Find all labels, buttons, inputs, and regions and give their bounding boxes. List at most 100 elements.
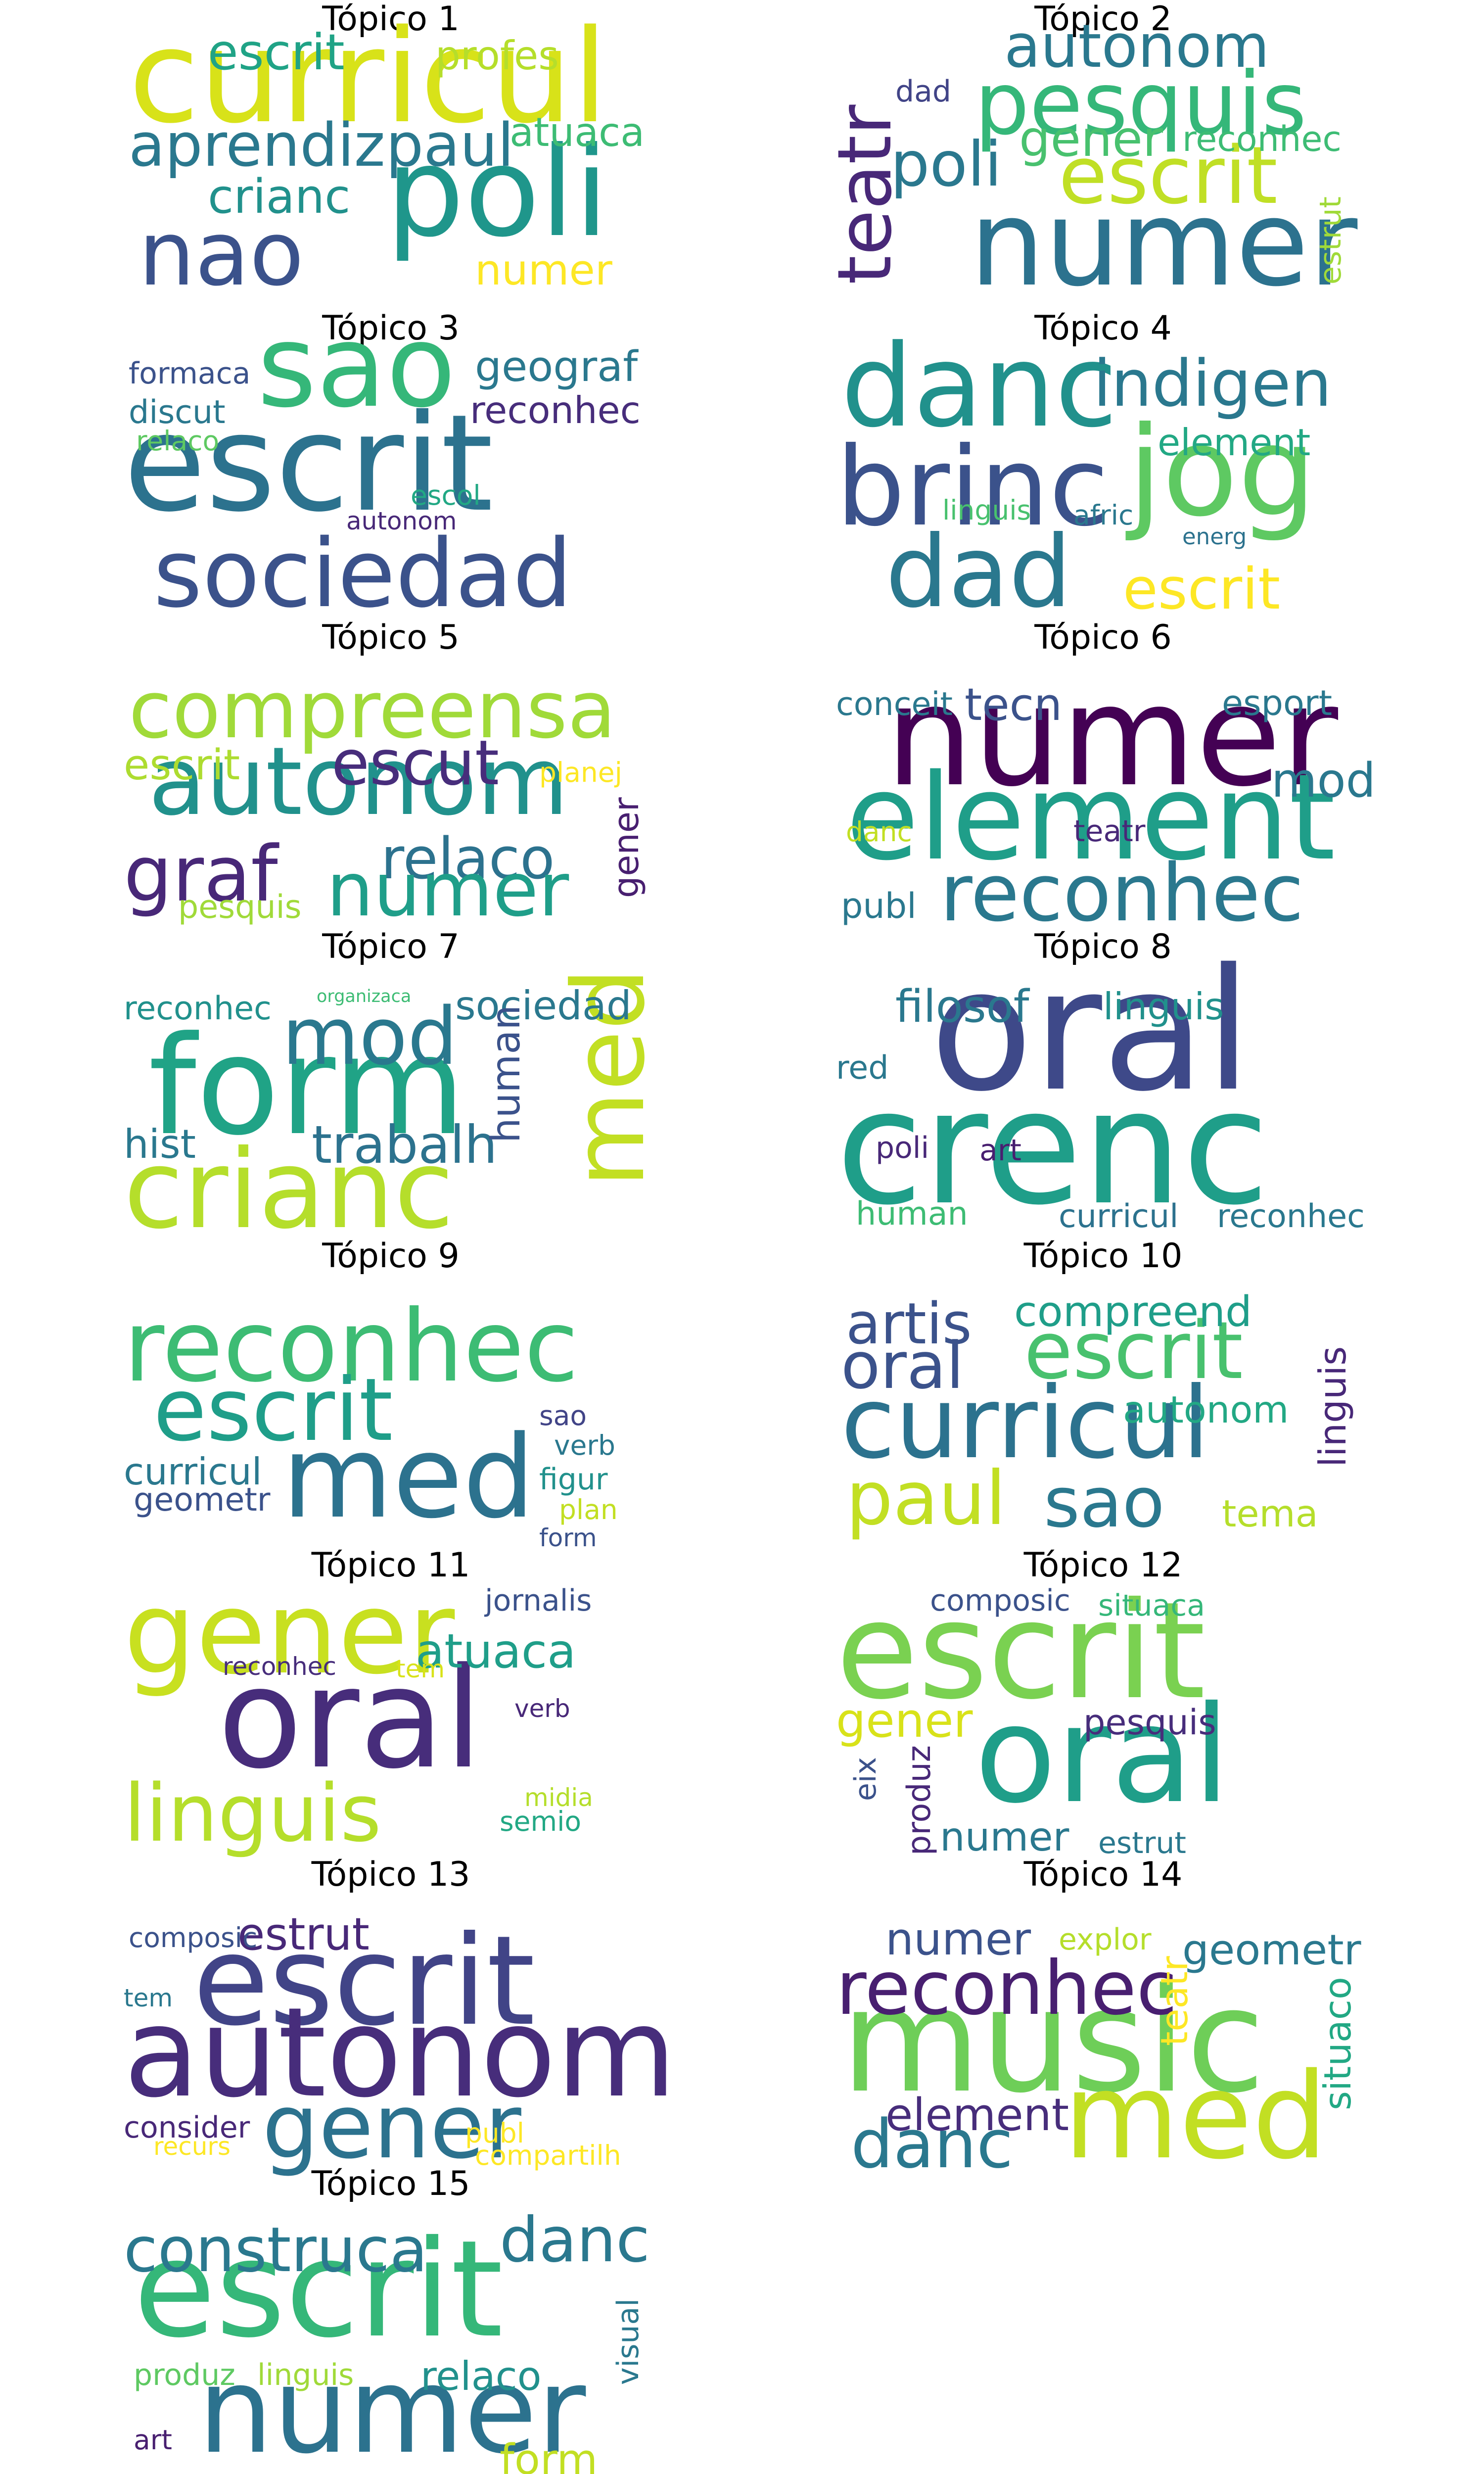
cloud-word: estrut (1313, 196, 1348, 285)
wordcloud: reconhecmedescritcurriculgeometrsaoverbf… (124, 1289, 618, 1552)
cloud-word: sociedad (455, 983, 632, 1029)
cloud-word: curricul (129, 2, 608, 152)
cloud-word: composic (930, 1583, 1070, 1618)
cloud-word: form (539, 1523, 597, 1552)
cloud-word: graf (124, 829, 279, 919)
cloud-word: autonom (148, 727, 568, 836)
cloud-word: numer (326, 847, 569, 933)
cloud-word: mod (1271, 754, 1376, 808)
cloud-word: element (1158, 421, 1310, 464)
cloud-word: planej (539, 757, 622, 788)
cloud-word: danc (846, 816, 912, 848)
cloud-word: linguis (1311, 1346, 1354, 1467)
topic-panel-15: Tópico 15 escrit numer construca danc relaco p… (124, 2167, 658, 2474)
cloud-word: atuaca (510, 109, 645, 155)
cloud-word: compreensa (129, 664, 616, 756)
cloud-word: element (885, 2089, 1069, 2141)
cloud-word: human (483, 1005, 529, 1143)
cloud-word: sao (257, 301, 456, 433)
cloud-word: reconhec (1217, 1198, 1365, 1235)
cloud-word: form (148, 1007, 465, 1165)
topic-title: Tópico 4 (1034, 309, 1172, 348)
cloud-word: jornalis (484, 1583, 592, 1618)
cloud-word: crianc (124, 1126, 454, 1253)
cloud-word: numer (198, 2341, 586, 2474)
topic-title: Tópico 2 (1034, 0, 1172, 39)
cloud-word: oral (218, 1638, 483, 1800)
cloud-word: poli (386, 120, 609, 264)
topic-panel-4: Tópico 4 danc brinc jog dad indigen element esc… (836, 309, 1370, 630)
topic-title: Tópico 9 (322, 1237, 460, 1276)
cloud-word: teatr (822, 104, 908, 285)
topic-title: Tópico 3 (322, 309, 460, 348)
cloud-word: compreend (1014, 1287, 1252, 1336)
cloud-word: curricul (124, 1450, 262, 1493)
cloud-word: estrut (1098, 1826, 1186, 1860)
cloud-word: plan (559, 1494, 618, 1525)
cloud-word: autonom (346, 507, 457, 535)
cloud-word: linguis (124, 1767, 381, 1859)
cloud-word: escrit (836, 1573, 1206, 1729)
cloud-word: tema (1222, 1492, 1318, 1535)
cloud-word: formaca (129, 356, 250, 391)
cloud-word: afric (1073, 499, 1133, 531)
cloud-word: numer (970, 174, 1358, 313)
cloud-word: autonom (124, 1981, 677, 2125)
topic-title: Tópico 1 (322, 0, 460, 39)
topic-panel-1: Tópico 1 curricul poli nao aprendiz paul escri… (124, 2, 658, 309)
cloud-word: escol (411, 479, 481, 511)
cloud-word: verb (554, 1429, 615, 1461)
cloud-word: nao (139, 202, 304, 306)
cloud-word: crenc (836, 1056, 1269, 1240)
cloud-word: element (846, 748, 1336, 887)
cloud-word: form (500, 2435, 598, 2474)
cloud-word: geograf (475, 342, 639, 391)
cloud-word: escrit (124, 741, 240, 790)
cloud-word: jog (1125, 400, 1316, 544)
cloud-word: red (836, 1049, 889, 1087)
cloud-word: figur (539, 1462, 608, 1497)
cloud-word: tem (396, 1655, 445, 1683)
cloud-word: med (552, 967, 667, 1188)
cloud-word: tecn (965, 679, 1062, 731)
cloud-word: reconhec (124, 1289, 579, 1404)
cloud-word: escrit (1123, 556, 1280, 622)
cloud-word: numer (475, 246, 612, 295)
cloud-word: explor (1059, 1922, 1152, 1957)
cloud-word: reconhec (940, 847, 1304, 939)
topic-panel-5: Tópico 5 compreensa autonom escut graf relaco… (124, 621, 658, 934)
cloud-word: danc (841, 321, 1117, 453)
topic-panel-3: Tópico 3 escrit sociedad sao geograf reconhec… (124, 301, 658, 628)
cloud-word: geometr (134, 1481, 271, 1519)
topic-title: Tópico 7 (322, 927, 460, 966)
topic-panel-7: Tópico 7 form crianc med mod trabalh sociedad r… (124, 927, 667, 1253)
cloud-word: oral (930, 933, 1252, 1129)
cloud-word: recurs (153, 2132, 231, 2161)
cloud-word: gener (1019, 110, 1163, 168)
topic-title: Tópico 12 (1023, 1546, 1183, 1585)
cloud-word: pesquis (178, 889, 302, 926)
cloud-word: indigen (1093, 346, 1332, 421)
topic-panel-6: Tópico 6 numer element reconhec tecn conceit e… (836, 621, 1376, 940)
cloud-word: danc (851, 2105, 1013, 2183)
cloud-word: paul (386, 111, 514, 180)
cloud-word: escut (331, 727, 499, 799)
cloud-word: tem (124, 1984, 173, 2012)
cloud-word: teatr (1153, 1956, 1196, 2046)
cloud-word: situaca (1098, 1588, 1205, 1623)
cloud-word: eix (848, 1757, 883, 1801)
cloud-word: publ (841, 886, 917, 926)
cloud-word: paul (846, 1456, 1006, 1542)
cloud-word: pesquis (1083, 1702, 1216, 1743)
cloud-word: gener (124, 1568, 455, 1700)
cloud-word: midia (524, 1783, 593, 1812)
topic-panel-2: Tópico 2 numer pesquis autonom teatr escrit po… (822, 0, 1370, 313)
cloud-word: reconhec (223, 1652, 336, 1681)
cloud-word: produz (901, 1745, 938, 1856)
